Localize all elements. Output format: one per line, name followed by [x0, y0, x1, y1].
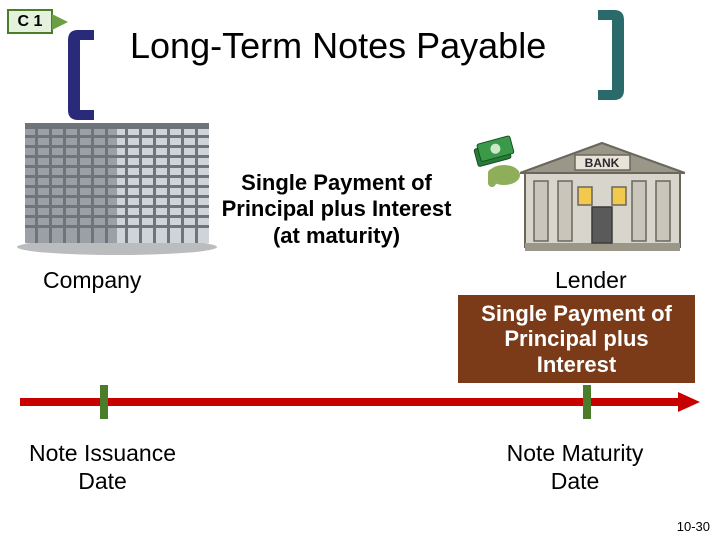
banner-line-1: Single Payment of — [481, 301, 672, 326]
issuance-line-2: Date — [78, 468, 127, 494]
banner-line-3: Interest — [537, 352, 616, 377]
payment-line-3: (at maturity) — [273, 223, 400, 248]
timeline-tick-maturity — [583, 385, 591, 419]
tag-c1-label: C 1 — [18, 13, 43, 31]
issuance-line-1: Note Issuance — [29, 440, 176, 466]
maturity-line-1: Note Maturity — [507, 440, 644, 466]
company-building-icon — [15, 115, 220, 255]
note-issuance-label: Note Issuance Date — [20, 440, 185, 495]
right-bracket-icon — [598, 10, 624, 100]
tag-c1: C 1 — [7, 9, 53, 34]
banner-line-2: Principal plus — [504, 326, 648, 351]
company-label: Company — [43, 267, 141, 294]
payment-description: Single Payment of Principal plus Interes… — [214, 170, 459, 249]
tag-c1-arrow-icon — [52, 14, 68, 30]
payment-line-1: Single Payment of — [241, 170, 432, 195]
payment-banner: Single Payment of Principal plus Interes… — [458, 295, 695, 383]
note-maturity-label: Note Maturity Date — [490, 440, 660, 495]
bank-sign-text: BANK — [585, 156, 620, 170]
maturity-line-2: Date — [551, 468, 600, 494]
left-bracket-icon — [68, 30, 94, 120]
timeline-tick-issuance — [100, 385, 108, 419]
timeline — [20, 398, 700, 406]
slide-number: 10-30 — [677, 519, 710, 534]
lender-label: Lender — [555, 267, 627, 294]
timeline-arrow-icon — [678, 392, 700, 412]
payment-line-2: Principal plus Interest — [222, 196, 452, 221]
slide-title: Long-Term Notes Payable — [130, 25, 546, 67]
bank-building-icon: BANK — [520, 135, 685, 255]
timeline-line — [20, 398, 680, 406]
